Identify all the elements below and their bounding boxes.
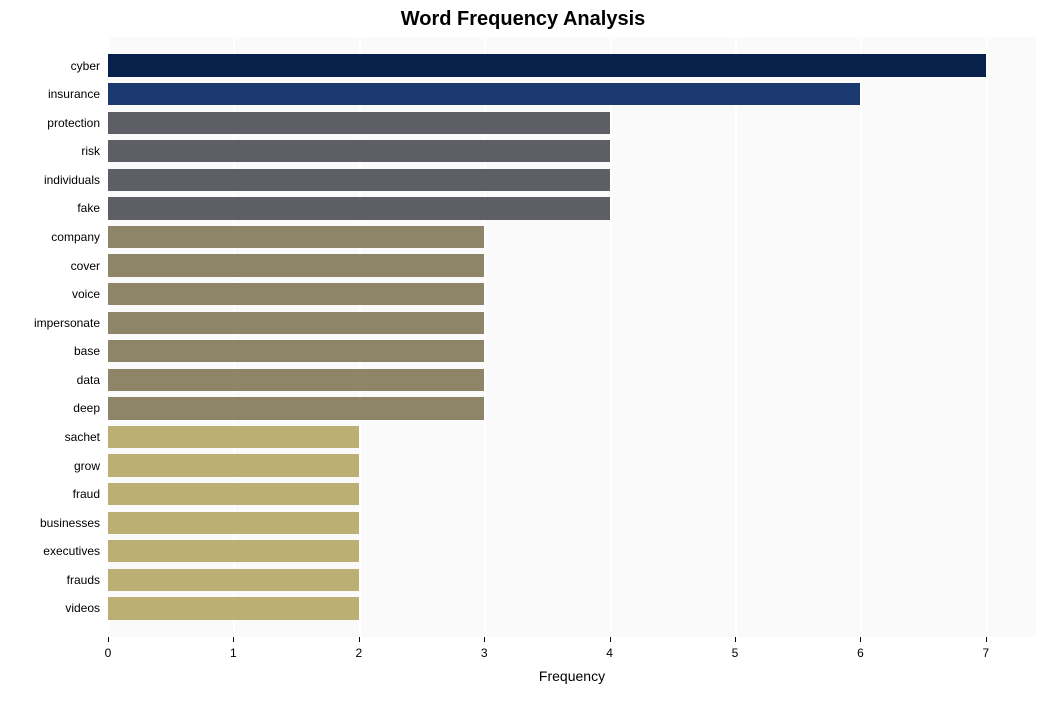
bar <box>108 483 359 505</box>
y-tick-label: risk <box>0 144 100 158</box>
x-tick-mark <box>860 637 861 642</box>
x-tick-mark <box>484 637 485 642</box>
bar <box>108 226 484 248</box>
grid-line <box>735 37 737 637</box>
y-tick-label: cover <box>0 259 100 273</box>
y-tick-label: impersonate <box>0 316 100 330</box>
bar <box>108 569 359 591</box>
bar <box>108 340 484 362</box>
bar <box>108 140 610 162</box>
y-tick-label: videos <box>0 601 100 615</box>
bar <box>108 540 359 562</box>
y-tick-label: protection <box>0 116 100 130</box>
plot-area <box>108 37 1036 637</box>
y-tick-label: businesses <box>0 516 100 530</box>
bar <box>108 169 610 191</box>
x-tick-mark <box>986 637 987 642</box>
grid-line <box>610 37 612 637</box>
bar <box>108 597 359 619</box>
y-tick-label: deep <box>0 401 100 415</box>
y-tick-label: cyber <box>0 59 100 73</box>
bar <box>108 254 484 276</box>
word-frequency-chart: Word Frequency Analysis Frequency cyber i… <box>0 0 1046 701</box>
x-tick-label: 7 <box>982 646 989 660</box>
x-tick-mark <box>108 637 109 642</box>
y-tick-label: executives <box>0 544 100 558</box>
x-tick-mark <box>233 637 234 642</box>
y-tick-label: voice <box>0 287 100 301</box>
grid-line <box>860 37 862 637</box>
bar <box>108 112 610 134</box>
y-tick-label: insurance <box>0 87 100 101</box>
bar <box>108 397 484 419</box>
bar <box>108 54 986 76</box>
chart-title: Word Frequency Analysis <box>0 8 1046 31</box>
bar <box>108 454 359 476</box>
y-tick-label: frauds <box>0 573 100 587</box>
x-tick-label: 4 <box>606 646 613 660</box>
y-tick-label: individuals <box>0 173 100 187</box>
bar <box>108 83 860 105</box>
x-tick-label: 2 <box>355 646 362 660</box>
x-tick-label: 1 <box>230 646 237 660</box>
x-tick-mark <box>359 637 360 642</box>
y-tick-label: fake <box>0 201 100 215</box>
x-tick-mark <box>610 637 611 642</box>
x-axis-title: Frequency <box>108 668 1036 684</box>
bar <box>108 426 359 448</box>
y-tick-label: base <box>0 344 100 358</box>
x-tick-label: 6 <box>857 646 864 660</box>
grid-line <box>986 37 988 637</box>
x-tick-label: 0 <box>105 646 112 660</box>
bar <box>108 369 484 391</box>
bar <box>108 197 610 219</box>
bar <box>108 283 484 305</box>
y-tick-label: fraud <box>0 487 100 501</box>
x-tick-label: 5 <box>732 646 739 660</box>
y-tick-label: data <box>0 373 100 387</box>
y-tick-label: company <box>0 230 100 244</box>
y-tick-label: sachet <box>0 430 100 444</box>
x-tick-label: 3 <box>481 646 488 660</box>
y-tick-label: grow <box>0 459 100 473</box>
bar <box>108 512 359 534</box>
x-tick-mark <box>735 637 736 642</box>
bar <box>108 312 484 334</box>
